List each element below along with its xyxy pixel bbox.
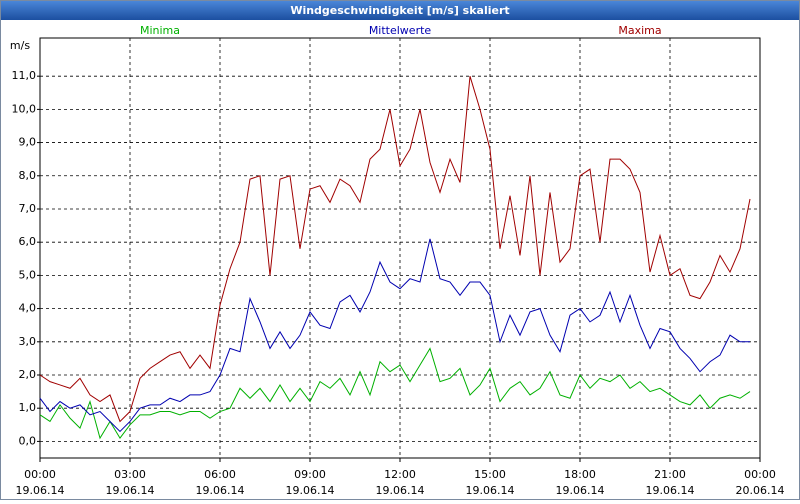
chart-title: Windgeschwindigkeit [m/s] skaliert xyxy=(290,4,509,17)
x-tick-date: 19.06.14 xyxy=(556,484,605,497)
legend-entry: Maxima xyxy=(618,24,661,37)
x-tick-date: 19.06.14 xyxy=(466,484,515,497)
y-tick-label: 2,0 xyxy=(19,368,37,381)
series-line xyxy=(39,76,751,423)
legend-entry: Mittelwerte xyxy=(369,24,432,37)
y-tick-label: 9,0 xyxy=(19,136,37,149)
x-tick-label: 00:00 xyxy=(24,468,56,481)
x-tick-date: 19.06.14 xyxy=(286,484,335,497)
y-tick-label: 8,0 xyxy=(19,169,37,182)
y-tick-label: 7,0 xyxy=(19,202,37,215)
x-tick-label: 03:00 xyxy=(114,468,146,481)
y-tick-label: 1,0 xyxy=(19,401,37,414)
x-tick-label: 21:00 xyxy=(654,468,686,481)
title-bar xyxy=(1,1,799,20)
y-tick-label: 3,0 xyxy=(19,335,37,348)
y-tick-label: 10,0 xyxy=(12,102,37,115)
x-tick-label: 15:00 xyxy=(474,468,506,481)
x-tick-label: 18:00 xyxy=(564,468,596,481)
y-tick-label: 5,0 xyxy=(19,268,37,281)
x-tick-date: 19.06.14 xyxy=(646,484,695,497)
y-tick-label: 4,0 xyxy=(19,302,37,315)
x-tick-date: 19.06.14 xyxy=(196,484,245,497)
x-tick-date: 20.06.14 xyxy=(736,484,785,497)
y-tick-label: 6,0 xyxy=(19,235,37,248)
x-tick-label: 09:00 xyxy=(294,468,326,481)
x-tick-date: 19.06.14 xyxy=(376,484,425,497)
y-tick-label: 0,0 xyxy=(19,434,37,447)
x-tick-label: 06:00 xyxy=(204,468,236,481)
x-tick-date: 19.06.14 xyxy=(106,484,155,497)
x-tick-label: 00:00 xyxy=(744,468,776,481)
y-axis-label: m/s xyxy=(10,39,30,52)
series-line xyxy=(39,347,751,440)
legend-entry: Minima xyxy=(140,24,180,37)
x-tick-date: 19.06.14 xyxy=(16,484,65,497)
series-line xyxy=(39,238,750,433)
y-tick-label: 11,0 xyxy=(12,69,37,82)
x-tick-label: 12:00 xyxy=(384,468,416,481)
